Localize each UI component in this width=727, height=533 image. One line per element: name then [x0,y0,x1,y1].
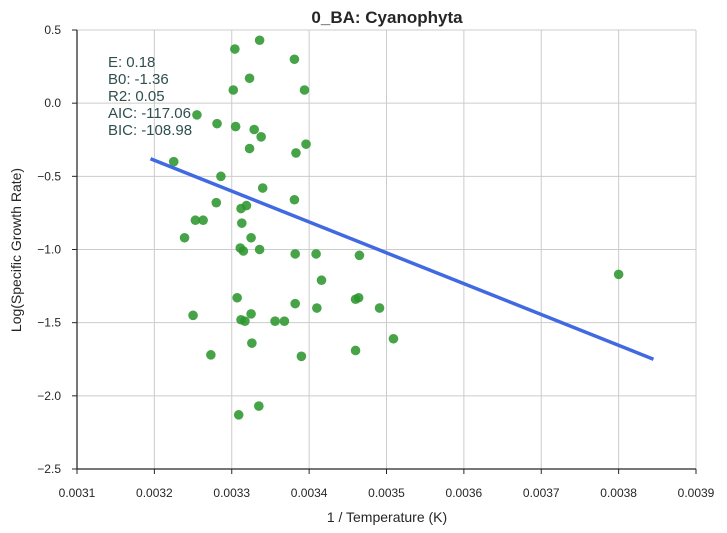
data-point [350,294,361,305]
data-point [256,132,266,142]
x-tick-label: 0.0039 [678,486,715,500]
data-point [188,310,198,321]
data-point [198,215,208,226]
data-point [228,85,239,95]
data-points [168,35,624,420]
regression-line-group [149,157,655,361]
data-point [279,316,290,327]
data-point [244,73,255,84]
data-point [289,54,300,65]
fit-stat-label: E: [108,54,122,71]
x-axis-label: 1 / Temperature (K) [327,509,447,525]
y-tick-label: −2.0 [37,389,61,403]
x-tick-label: 0.0032 [136,486,173,500]
y-tick-label: −2.5 [37,462,61,476]
x-tick-label: 0.0034 [291,486,328,500]
y-tick-label: −0.5 [37,169,61,183]
fit-stat-value: -1.36 [135,71,169,88]
data-point [254,244,265,255]
data-point [233,410,244,420]
data-point [290,298,300,309]
grid-lines [76,29,697,470]
fit-stat-value: -108.98 [141,122,192,139]
data-point [206,350,216,360]
data-point [230,44,240,54]
data-point [246,309,256,319]
y-tick-label: −1.5 [37,316,61,330]
data-point [270,316,280,327]
data-point [299,85,310,95]
data-point [301,139,311,149]
y-tick-label: 0.5 [44,23,61,37]
x-tick-label: 0.0037 [523,486,560,500]
data-point [312,303,322,313]
data-point [613,269,624,280]
data-point [254,401,264,411]
y-axis-ticks: 0.5 0.0 −0.5 −1.0 −1.5 −2.0 −2.5 [37,23,77,476]
data-point [232,292,242,303]
fit-stat: R2: 0.05 [108,88,165,105]
data-point [257,183,268,193]
data-point [212,118,222,129]
data-point [290,249,300,259]
data-point [179,232,190,243]
regression-line [149,157,655,361]
data-point [291,148,301,158]
fit-stat-value: 0.18 [126,54,155,71]
data-point [254,35,265,46]
data-point [216,171,226,182]
data-point [168,156,179,167]
fit-stat: B0: -1.36 [108,71,169,88]
y-tick-label: −1.0 [37,243,61,257]
data-point [230,121,241,132]
x-tick-label: 0.0033 [213,486,250,500]
data-point [244,143,255,154]
fit-stat-value: 0.05 [135,88,164,105]
x-tick-label: 0.0035 [368,486,405,500]
data-point [246,232,256,243]
fit-stat-label: R2: [108,88,131,105]
fit-stat-label: BIC: [108,122,137,139]
data-point [240,316,250,327]
data-point [289,194,300,205]
data-point [249,124,259,135]
data-point [238,246,249,256]
data-point [354,250,365,261]
x-tick-label: 0.0031 [59,486,96,500]
fit-stat-label: AIC: [108,105,137,122]
x-tick-label: 0.0038 [600,486,637,500]
data-point [237,218,247,228]
fit-stat-label: B0: [108,71,131,88]
fit-stat: BIC: -108.98 [108,122,192,139]
data-point [350,345,361,356]
data-point [236,203,246,214]
fit-stat: AIC: -117.06 [108,105,191,122]
fit-stat-value: -117.06 [141,105,191,122]
data-point [190,215,201,226]
data-point [192,110,202,120]
data-point [374,303,385,313]
data-point [247,338,257,348]
x-axis-ticks: 0.0031 0.0032 0.0033 0.0034 0.0035 0.0036 0.00… [59,469,715,500]
data-point [388,333,399,344]
y-tick-label: 0.0 [44,96,61,110]
x-tick-label: 0.0036 [446,486,483,500]
fit-stat: E: 0.18 [108,54,155,71]
data-point [316,275,327,286]
chart-title: 0_BA: Cyanophyta [311,8,463,27]
data-point [296,351,307,362]
data-point [311,249,321,259]
data-point [211,197,222,208]
y-axis-label: Log(Specific Growth Rate) [8,168,24,332]
